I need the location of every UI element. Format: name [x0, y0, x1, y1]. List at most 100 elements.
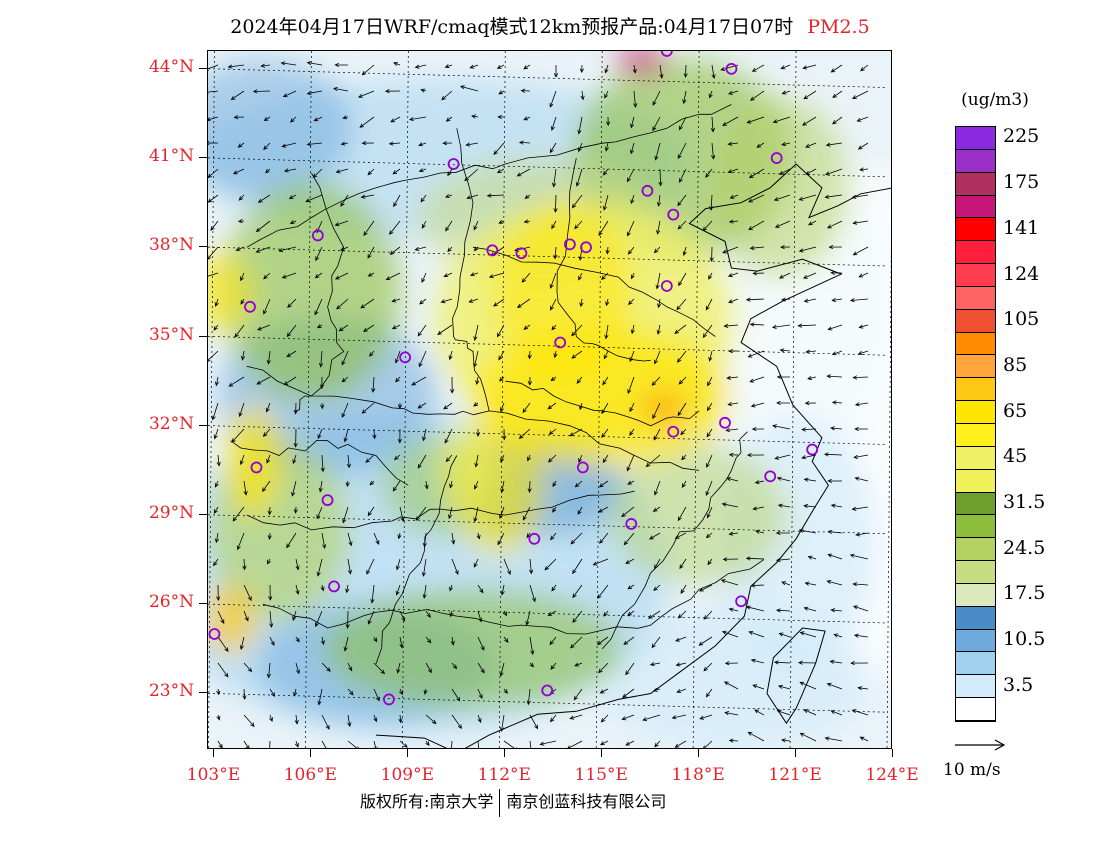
- wind-arrow: [397, 428, 402, 444]
- wind-arrow: [832, 116, 843, 125]
- forecast-map[interactable]: [207, 50, 892, 749]
- wind-arrow: [444, 428, 453, 444]
- wind-arrow: [243, 584, 252, 602]
- wind-arrow: [418, 168, 427, 173]
- concentration-patch: [225, 406, 282, 517]
- wind-arrow: [399, 740, 408, 748]
- colorbar-swatch: [956, 241, 995, 265]
- wind-arrow: [503, 558, 511, 576]
- wind-arrow: [295, 662, 300, 675]
- wind-arrow: [448, 506, 453, 520]
- wind-arrow: [857, 686, 869, 691]
- wind-arrow: [518, 140, 531, 145]
- wind-arrow: [629, 402, 635, 413]
- wind-arrow: [776, 709, 791, 716]
- wind-arrow: [217, 740, 223, 748]
- wind-arrow: [477, 740, 480, 748]
- wind-arrow: [318, 350, 324, 368]
- wind-arrow: [856, 116, 869, 122]
- colorbar-label: 31.5: [1003, 490, 1046, 513]
- wind-arrow: [262, 428, 271, 438]
- wind-arrow: [361, 141, 375, 146]
- longitude-tick: [601, 749, 603, 757]
- wind-arrow: [572, 584, 583, 599]
- wind-arrow: [393, 454, 401, 461]
- wind-arrow: [360, 298, 375, 309]
- wind-arrow: [572, 610, 583, 624]
- wind-arrow: [552, 506, 557, 513]
- wind-arrow: [552, 480, 557, 488]
- wind-arrow: [706, 428, 713, 438]
- wind-arrow: [750, 658, 765, 664]
- wind-arrow: [417, 402, 427, 409]
- wind-arrow: [626, 454, 635, 472]
- latitude-label: 23°N: [148, 681, 194, 702]
- wind-arrow: [471, 114, 479, 119]
- title-main: 2024年04月17日WRF/cmaq模式12km预报产品:04月17日07时: [230, 16, 794, 38]
- wind-arrow: [627, 298, 635, 305]
- wind-arrow: [269, 740, 271, 748]
- wind-arrow: [573, 688, 583, 701]
- wind-arrow: [443, 272, 453, 277]
- wind-arrow: [548, 428, 557, 435]
- wind-arrow: [826, 220, 843, 229]
- wind-arrow: [522, 402, 531, 414]
- wind-arrow: [255, 220, 271, 233]
- wind-arrow: [213, 558, 219, 567]
- wind-arrow: [365, 454, 375, 463]
- colorbar-label: 24.5: [1003, 536, 1046, 559]
- wind-arrow: [450, 636, 455, 646]
- wind-arrow: [334, 220, 349, 227]
- wind-arrow: [851, 90, 869, 100]
- wind-arrow: [211, 402, 219, 421]
- colorbar-label: 45: [1003, 445, 1028, 468]
- wind-arrow: [499, 662, 505, 677]
- map-title: 2024年04月17日WRF/cmaq模式12km预报产品:04月17日07时 P…: [0, 12, 1100, 39]
- site-marker: [541, 684, 554, 697]
- wind-arrow: [553, 194, 558, 213]
- wind-arrow: [268, 584, 273, 601]
- wind-arrow: [705, 168, 713, 178]
- wind-arrow: [397, 532, 402, 540]
- wind-arrow: [656, 220, 661, 235]
- wind-arrow: [604, 90, 609, 99]
- latitude-tick: [199, 514, 207, 516]
- wind-arrow: [652, 116, 661, 132]
- wind-arrow: [361, 402, 375, 414]
- wind-arrow: [781, 141, 791, 147]
- wind-arrow: [649, 532, 661, 540]
- wind-arrow: [652, 402, 661, 420]
- wind-arrow: [503, 636, 509, 643]
- wind-arrow: [826, 580, 843, 586]
- site-marker: [725, 62, 738, 75]
- wind-arrow: [529, 558, 534, 575]
- wind-arrow: [708, 90, 713, 99]
- wind-arrow: [419, 298, 427, 305]
- wind-arrow: [367, 168, 375, 176]
- wind-arrow: [395, 376, 401, 383]
- wind-arrow: [421, 558, 427, 577]
- wind-arrow: [728, 607, 739, 612]
- wind-arrow: [265, 168, 271, 174]
- wind-arrow: [827, 478, 843, 483]
- wind-arrow: [778, 272, 791, 279]
- wind-arrow: [851, 709, 869, 716]
- wind-arrow: [288, 194, 297, 200]
- wind-arrow: [776, 476, 791, 482]
- wind-arrow: [417, 454, 427, 469]
- colorbar-label: 85: [1003, 353, 1028, 376]
- wind-arrow: [444, 64, 453, 69]
- wind-arrow: [798, 528, 817, 534]
- wind-arrow: [829, 659, 843, 664]
- latitude-tick: [199, 603, 207, 605]
- wind-arrow: [347, 558, 352, 575]
- wind-arrow: [371, 376, 376, 393]
- site-marker: [576, 461, 589, 474]
- wind-arrow: [498, 219, 505, 224]
- wind-arrow: [709, 246, 714, 263]
- wind-arrow: [442, 141, 453, 146]
- wind-arrow: [315, 246, 323, 262]
- wind-arrow: [781, 90, 791, 95]
- wind-arrow: [230, 90, 245, 101]
- wind-arrow: [341, 402, 349, 418]
